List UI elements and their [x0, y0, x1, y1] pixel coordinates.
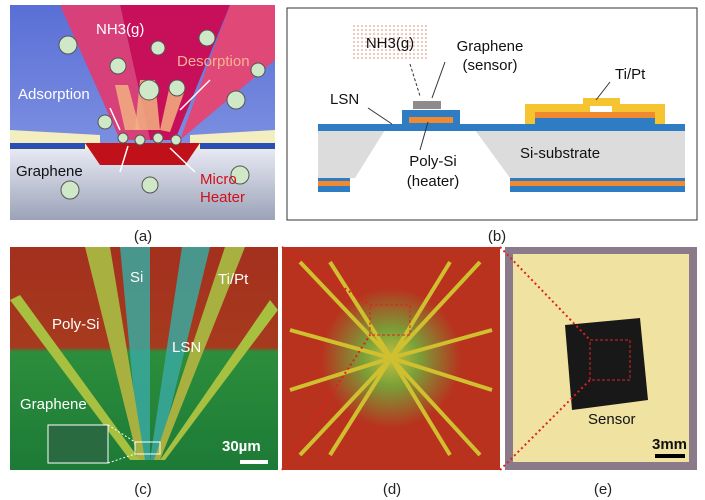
label: Ti/Pt [615, 66, 646, 83]
caption: (e) [594, 481, 612, 498]
label: LSN [330, 91, 359, 108]
caption: (b) [488, 228, 506, 245]
label: Poly-Si [409, 153, 457, 170]
label: Heater [200, 189, 245, 206]
panel-e: Sensor 3mm (e) [505, 247, 697, 498]
label: Poly-Si [52, 316, 100, 333]
label: Adsorption [18, 86, 90, 103]
label: NH3(g) [96, 21, 144, 38]
caption: (d) [383, 481, 401, 498]
scale-bar-label: 30µm [222, 438, 261, 455]
zoom-lines [281, 246, 591, 471]
panel-d: (d) [282, 247, 500, 498]
label: Graphene [16, 163, 83, 180]
caption: (a) [134, 228, 152, 245]
label: Sensor [588, 411, 636, 428]
label: LSN [172, 339, 201, 356]
label: Ti/Pt [218, 271, 249, 288]
label: Si-substrate [520, 145, 600, 162]
panel-c: Si Ti/Pt Poly-Si LSN Graphene 30µm (c) [10, 247, 278, 498]
panel-a: NH3(g) Desorption Adsorption Graphene Mi… [10, 5, 275, 245]
label: Graphene [457, 38, 524, 55]
panel-b: NH3(g) Graphene (sensor) Ti/Pt LSN Si-su… [286, 7, 698, 245]
label: Graphene [20, 396, 87, 413]
label: Micro [200, 171, 237, 188]
label: Desorption [177, 53, 250, 70]
label: (heater) [407, 173, 460, 190]
label: NH3(g) [366, 35, 414, 52]
label: (sensor) [462, 57, 517, 74]
scale-bar-label: 3mm [652, 436, 687, 453]
label: Si [130, 269, 143, 286]
caption: (c) [134, 481, 152, 498]
